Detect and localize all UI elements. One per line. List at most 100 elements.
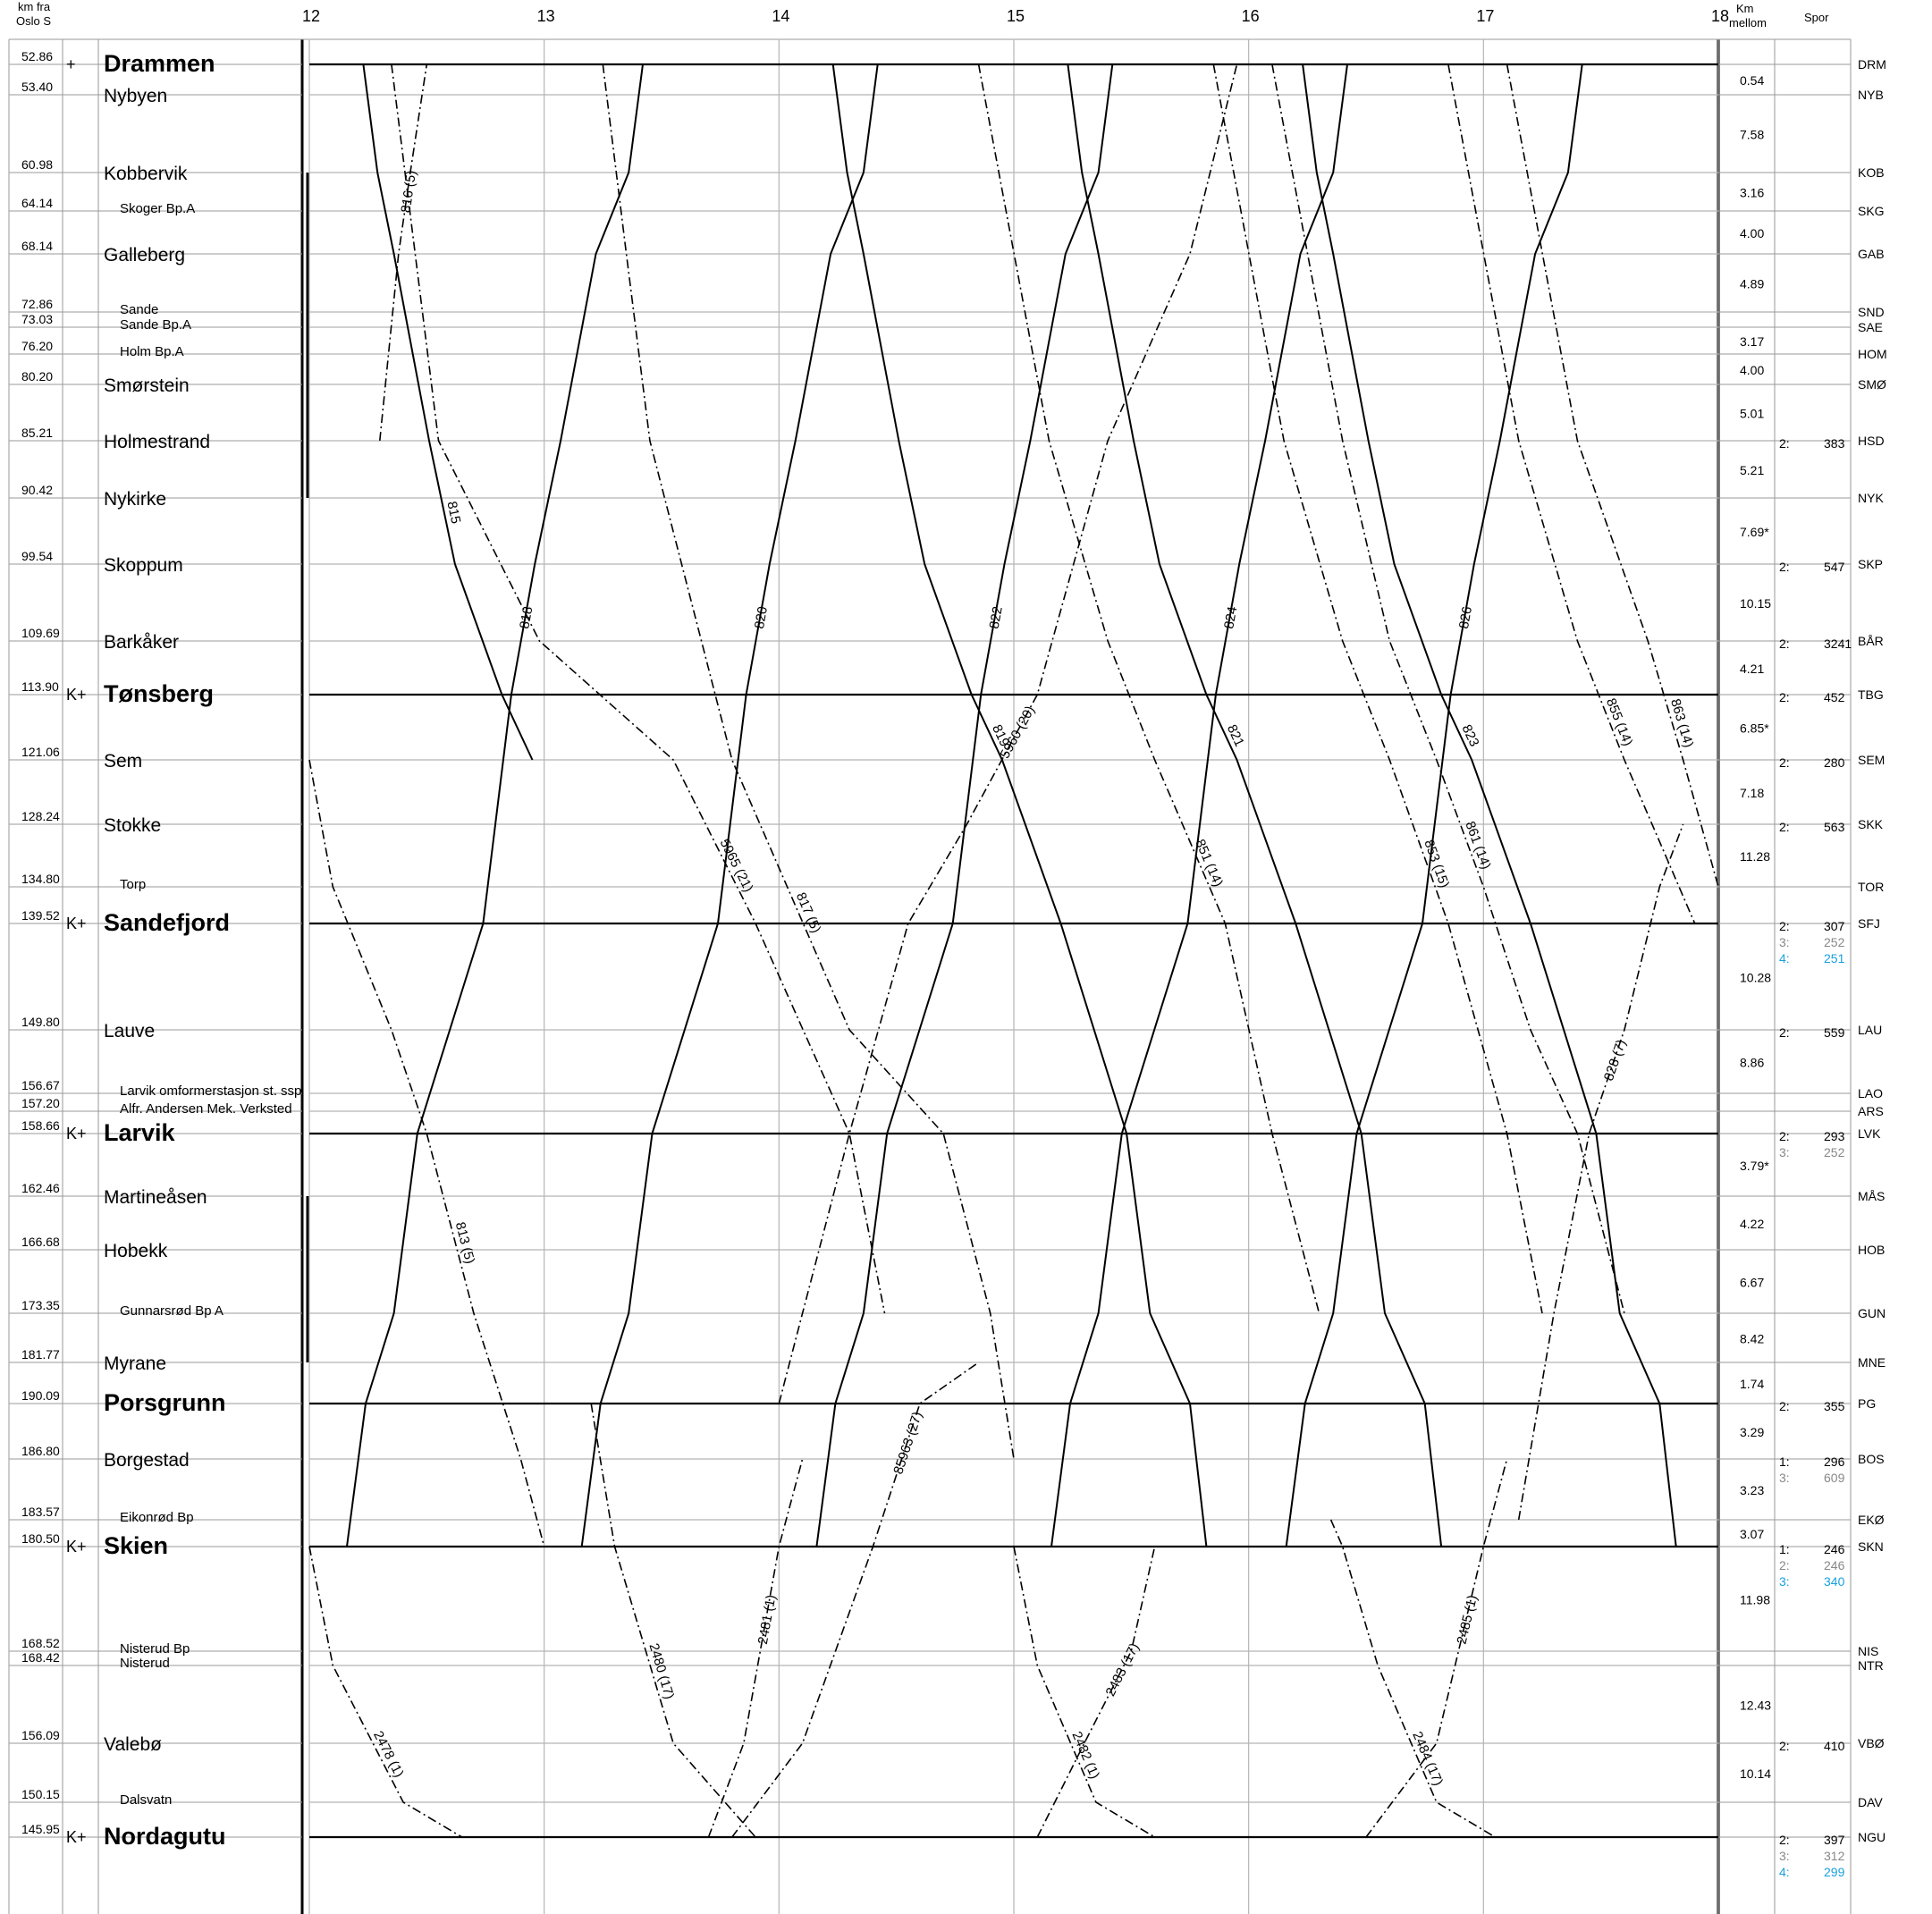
station-name: Sande <box>120 302 158 317</box>
station-code: SND <box>1858 305 1885 319</box>
track-number: 2: <box>1779 919 1790 933</box>
station-km: 52.86 <box>21 49 53 63</box>
station-code: BÅR <box>1858 634 1884 648</box>
station-km: 109.69 <box>21 626 60 640</box>
train-path <box>580 63 879 1547</box>
km-between-value: 1.74 <box>1740 1377 1764 1391</box>
train-path <box>1050 63 1348 1547</box>
track-number: 2: <box>1779 690 1790 704</box>
train-number-label: 818 <box>517 605 536 630</box>
km-between-value: 6.67 <box>1740 1276 1764 1290</box>
station-km: 162.46 <box>21 1181 60 1195</box>
station-km: 134.80 <box>21 872 60 886</box>
track-number: 2: <box>1779 1833 1790 1847</box>
station-code: HOM <box>1858 347 1887 361</box>
station-code: DRM <box>1858 57 1886 72</box>
station-name: Torp <box>120 877 146 892</box>
train-path <box>815 63 1114 1547</box>
station-name: Nykirke <box>104 489 166 510</box>
train-path <box>778 63 1238 1404</box>
km-between-value: 8.42 <box>1740 1332 1764 1346</box>
station-code: NYK <box>1858 491 1884 505</box>
track-length: 252 <box>1824 1145 1845 1159</box>
train-path <box>1285 63 1583 1547</box>
station-code: ARS <box>1858 1104 1884 1118</box>
hour-tick-label: 15 <box>1007 7 1025 25</box>
origin-label: Oslo S <box>16 14 51 28</box>
track-number: 2: <box>1779 1739 1790 1753</box>
station-km: 180.50 <box>21 1531 60 1546</box>
train-path <box>707 1458 804 1838</box>
km-between-label-2: mellom <box>1729 16 1767 30</box>
train-path <box>602 63 1015 1460</box>
hour-tick-label: 12 <box>302 7 320 25</box>
station-name: Sem <box>104 751 142 772</box>
train-path <box>1036 1546 1156 1838</box>
train-path <box>977 63 1320 1314</box>
station-code: GAB <box>1858 247 1885 261</box>
km-between-value: 0.54 <box>1740 73 1764 88</box>
hour-tick-label: 18 <box>1711 7 1729 25</box>
km-between-value: 6.85* <box>1740 721 1769 736</box>
track-length: 340 <box>1824 1574 1845 1589</box>
station-code: DAV <box>1858 1795 1883 1809</box>
train-number-label: 826 <box>1456 605 1475 630</box>
track-length: 246 <box>1824 1558 1845 1573</box>
km-between-value: 3.07 <box>1740 1527 1764 1541</box>
km-between-value: 3.29 <box>1740 1425 1764 1439</box>
station-name: Hobekk <box>104 1241 168 1261</box>
station-name: Galleberg <box>104 245 185 266</box>
km-between-value: 3.23 <box>1740 1483 1764 1497</box>
train-path <box>831 63 1208 1547</box>
station-code: SKK <box>1858 817 1884 831</box>
train-path <box>1212 63 1543 1314</box>
station-code: GUN <box>1858 1306 1886 1320</box>
track-number: 3: <box>1779 1849 1790 1863</box>
train-path <box>1302 63 1677 1547</box>
station-code: KOB <box>1858 165 1885 180</box>
track-length: 609 <box>1824 1471 1845 1485</box>
track-length: 397 <box>1824 1833 1845 1847</box>
station-name: Borgestad <box>104 1450 190 1471</box>
km-between-value: 4.00 <box>1740 226 1764 240</box>
station-name: Nisterud <box>120 1656 170 1671</box>
station-km: 113.90 <box>21 679 59 694</box>
station-code: NIS <box>1858 1644 1878 1658</box>
km-between-value: 10.15 <box>1740 596 1771 611</box>
station-km: 158.66 <box>21 1118 60 1133</box>
km-between-value: 4.89 <box>1740 277 1764 291</box>
station-code: TBG <box>1858 687 1884 702</box>
train-number-label: 824 <box>1221 605 1240 630</box>
km-between-value: 3.16 <box>1740 186 1764 200</box>
station-km: 190.09 <box>21 1388 60 1403</box>
km-between-value: 10.14 <box>1740 1766 1771 1781</box>
train-path <box>346 63 644 1547</box>
train-number-label: 815 <box>443 500 463 525</box>
km-between-value: 4.22 <box>1740 1217 1764 1231</box>
km-between-value: 11.28 <box>1740 849 1770 864</box>
station-km: 73.03 <box>21 312 53 326</box>
station-km: 150.15 <box>21 1787 60 1801</box>
station-km: 60.98 <box>21 157 53 172</box>
train-path <box>308 759 545 1547</box>
track-number: 2: <box>1779 1025 1790 1040</box>
station-code: SMØ <box>1858 377 1886 392</box>
station-code: HOB <box>1858 1243 1885 1257</box>
km-between-value: 11.98 <box>1740 1593 1770 1607</box>
station-marker: K+ <box>66 1125 87 1142</box>
track-length: 293 <box>1824 1129 1845 1143</box>
track-length: 559 <box>1824 1025 1845 1040</box>
station-km: 80.20 <box>21 369 53 384</box>
km-between-label: Km <box>1736 2 1754 15</box>
track-number: 2: <box>1779 1558 1790 1573</box>
station-code: SFJ <box>1858 916 1880 931</box>
track-length: 280 <box>1824 755 1845 770</box>
station-code: HSD <box>1858 434 1885 448</box>
station-name: Skoppum <box>104 555 183 576</box>
track-number: 2: <box>1779 1399 1790 1413</box>
track-length: 246 <box>1824 1542 1845 1556</box>
station-name: Martineåsen <box>104 1187 207 1208</box>
station-km: 181.77 <box>21 1347 60 1362</box>
km-between-value: 7.58 <box>1740 128 1764 142</box>
hour-tick-label: 16 <box>1242 7 1260 25</box>
